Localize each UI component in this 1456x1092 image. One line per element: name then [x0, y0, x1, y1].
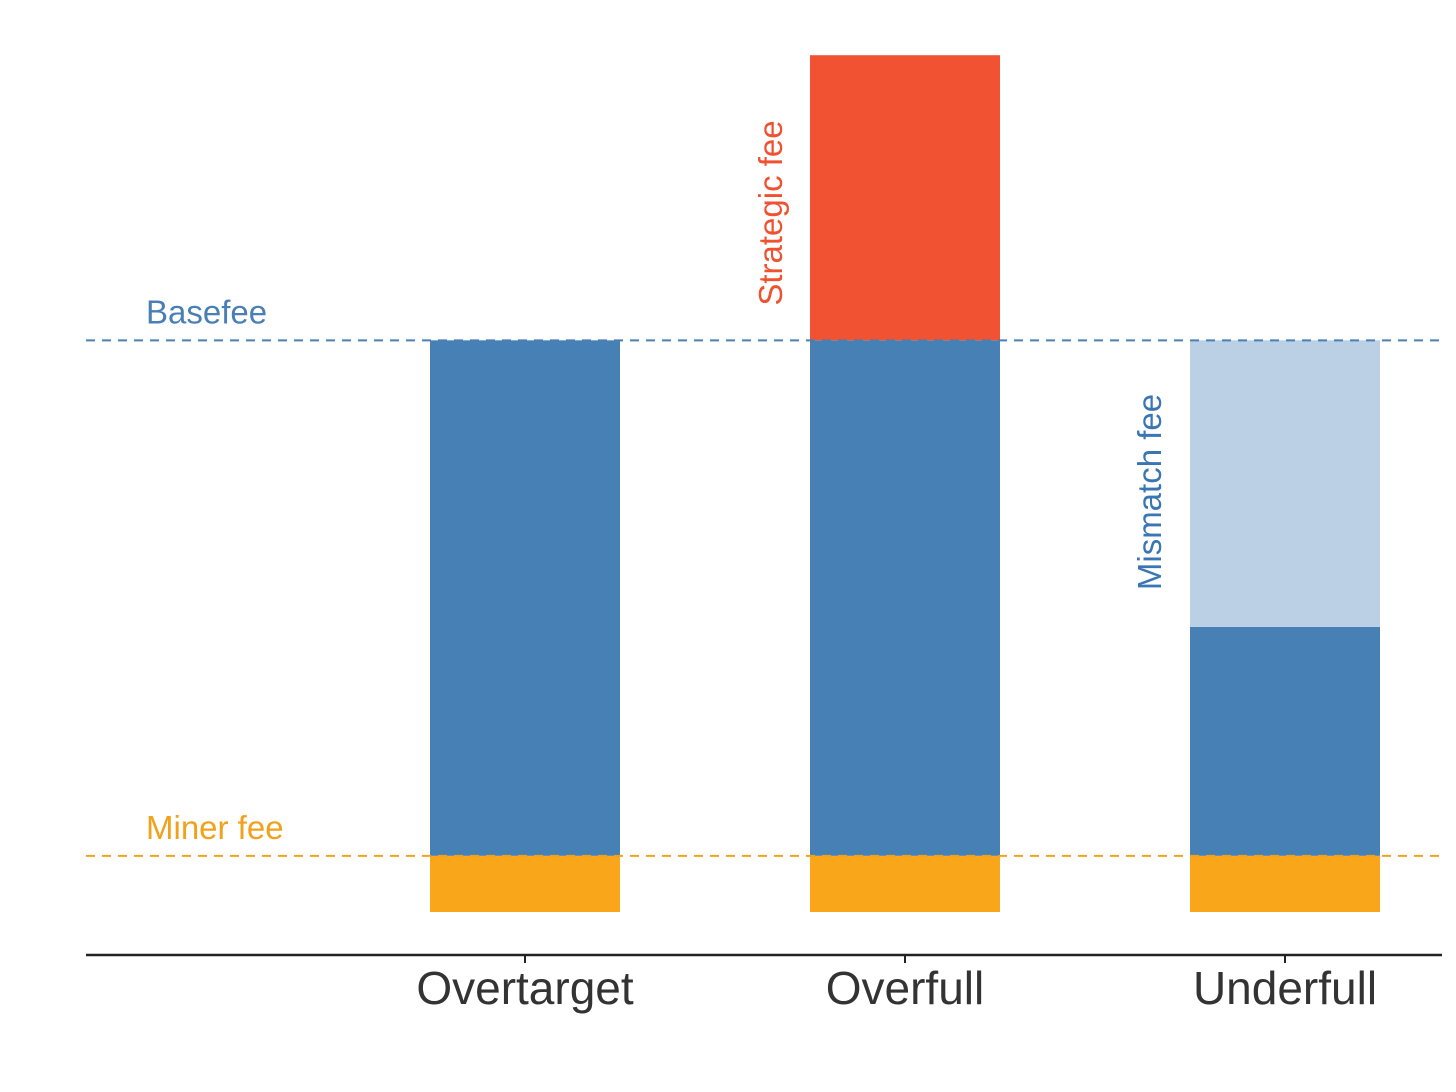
- minerfee-label: Miner fee: [146, 809, 284, 846]
- x-tick-label-overtarget: Overtarget: [416, 962, 634, 1014]
- bars-group: [430, 55, 1380, 912]
- bar-overfull-strategic: [810, 55, 1000, 341]
- bar-underfull-mismatch: [1190, 340, 1380, 627]
- bar-overtarget-miner: [430, 855, 620, 912]
- mismatch-fee-label: Mismatch fee: [1131, 394, 1168, 590]
- bar-underfull-base: [1190, 626, 1380, 856]
- reference-lines-group: [86, 339, 1442, 857]
- bar-underfull-miner: [1190, 855, 1380, 912]
- x-tick-label-underfull: Underfull: [1193, 962, 1377, 1014]
- labels-group: Basefee Miner fee Strategic fee Mismatch fe…: [146, 120, 1168, 845]
- bar-overfull-miner: [810, 855, 1000, 912]
- bar-overfull-base: [810, 340, 1000, 856]
- strategic-fee-label: Strategic fee: [752, 120, 789, 305]
- bar-overtarget-base: [430, 340, 620, 856]
- x-tick-label-overfull: Overfull: [826, 962, 984, 1014]
- basefee-label: Basefee: [146, 293, 267, 330]
- x-axis: Overtarget Overfull Underfull: [86, 953, 1442, 1014]
